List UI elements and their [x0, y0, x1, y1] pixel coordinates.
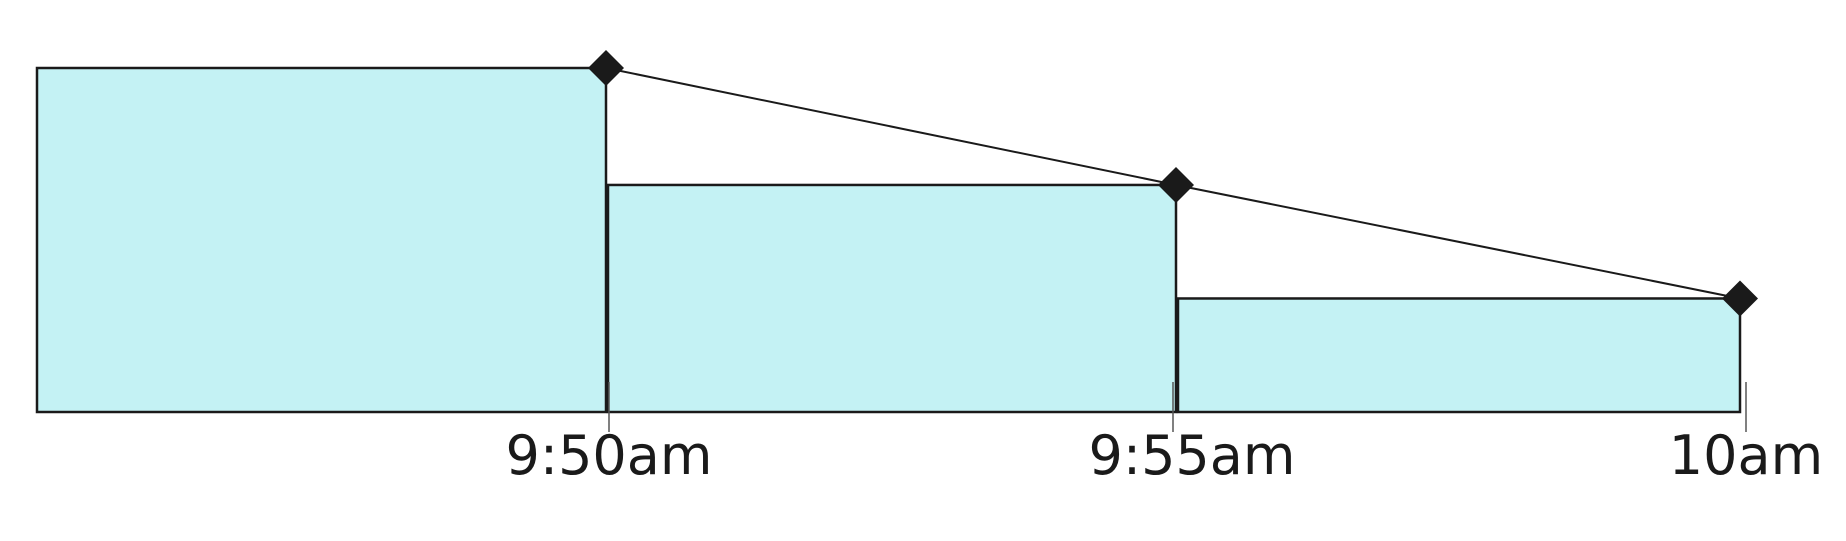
step-bar-3 [1176, 297, 1742, 414]
step-bar-1 [35, 66, 608, 414]
diamond-marker-3 [1722, 280, 1758, 317]
tick-marks [608, 382, 1747, 432]
step-bars [35, 66, 1742, 414]
diamond-marker-1 [588, 50, 624, 86]
time-label-1: 9:50am [506, 424, 713, 487]
time-labels: 9:50am 9:55am 10am [506, 424, 1824, 487]
time-label-3: 10am [1669, 424, 1823, 487]
diamond-markers [588, 50, 1758, 317]
diamond-marker-2 [1158, 166, 1194, 203]
step-bar-2 [606, 183, 1178, 414]
time-label-2: 9:55am [1089, 424, 1296, 487]
